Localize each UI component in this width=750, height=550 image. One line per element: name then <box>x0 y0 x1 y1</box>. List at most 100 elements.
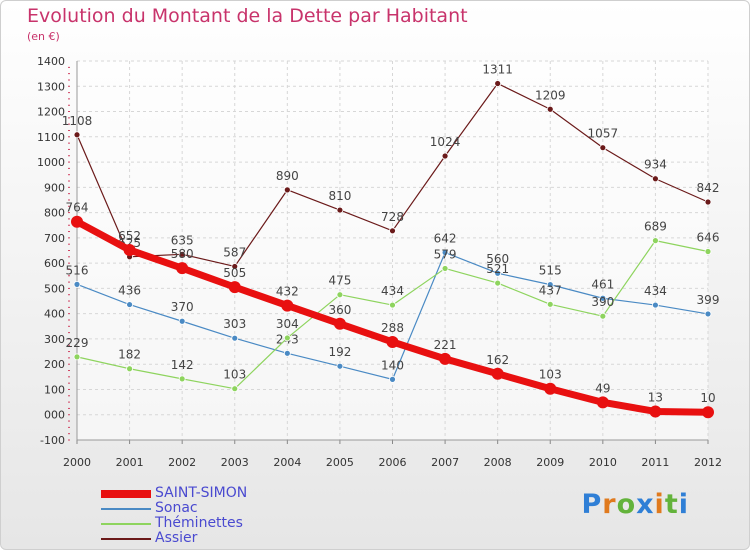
data-label: 934 <box>644 158 667 172</box>
data-point <box>123 243 136 256</box>
data-point <box>494 279 502 287</box>
data-point <box>231 385 239 393</box>
logo-letter: i <box>654 489 665 520</box>
data-point <box>73 353 81 361</box>
data-label: 475 <box>328 274 351 288</box>
data-point <box>599 312 607 320</box>
data-label: 642 <box>434 232 457 246</box>
data-point <box>546 300 554 308</box>
data-point <box>441 249 449 256</box>
data-label: 516 <box>66 263 89 277</box>
data-point <box>283 186 291 194</box>
legend-label: SAINT-SIMON <box>155 485 248 501</box>
data-label: 288 <box>381 321 404 335</box>
data-point <box>71 215 83 228</box>
x-tick-label: 2010 <box>589 456 617 469</box>
data-point <box>73 131 81 139</box>
logo-letter: P <box>581 489 603 520</box>
x-tick-label: 2008 <box>484 456 512 469</box>
y-tick-label: 600 <box>44 257 65 270</box>
data-label: 521 <box>486 262 509 276</box>
data-label: 1108 <box>62 114 93 128</box>
data-point <box>599 294 607 302</box>
y-tick-label: 400 <box>44 308 65 321</box>
logo-letter: x <box>636 489 655 520</box>
x-tick-label: 2000 <box>63 456 91 469</box>
legend-label: Théminettes <box>155 515 243 531</box>
chart-legend: SAINT-SIMON Sonac Théminettes Assier <box>101 486 247 546</box>
data-label: 1209 <box>535 88 566 102</box>
data-label: 587 <box>223 245 246 259</box>
data-point <box>283 334 291 342</box>
legend-swatch <box>101 522 151 525</box>
x-tick-label: 2005 <box>326 456 354 469</box>
data-point <box>336 362 344 370</box>
data-label: 370 <box>171 300 194 314</box>
logo-letter: i <box>678 489 689 520</box>
data-point <box>386 335 399 348</box>
data-label: 13 <box>648 390 663 404</box>
proxiti-logo: Proxiti <box>581 489 689 520</box>
data-point <box>178 317 186 325</box>
data-label: 437 <box>539 283 562 297</box>
data-point <box>544 382 557 395</box>
data-point <box>73 280 81 288</box>
x-tick-label: 2004 <box>273 456 301 469</box>
data-point <box>126 301 133 308</box>
data-point <box>336 206 344 214</box>
legend-label: Assier <box>155 530 198 546</box>
data-label: 182 <box>118 348 141 362</box>
x-tick-label: 2011 <box>641 456 669 469</box>
y-tick-label: 1200 <box>37 106 65 119</box>
data-point <box>494 269 502 277</box>
data-point <box>228 281 241 294</box>
data-label: 229 <box>66 336 89 350</box>
y-tick-label: 1000 <box>37 156 65 169</box>
data-point <box>704 248 712 255</box>
data-point <box>702 406 714 419</box>
data-point <box>178 375 186 383</box>
logo-letter: o <box>616 489 637 520</box>
y-tick-label: 500 <box>44 282 65 295</box>
y-tick-label: 800 <box>44 207 65 220</box>
data-label: 728 <box>381 210 404 224</box>
y-tick-label: 700 <box>44 232 65 245</box>
data-label: 764 <box>66 201 89 215</box>
data-label: 221 <box>434 338 457 352</box>
data-label: 162 <box>486 353 509 367</box>
data-point <box>599 144 607 152</box>
data-label: 432 <box>276 285 299 299</box>
data-label: 399 <box>697 293 720 307</box>
y-tick-label: 1100 <box>37 131 65 144</box>
y-tick-label: 200 <box>44 358 65 371</box>
data-label: 1024 <box>430 135 461 149</box>
data-label: 142 <box>171 358 194 372</box>
data-point <box>281 299 294 312</box>
data-point <box>652 301 659 309</box>
data-label: 434 <box>381 284 404 298</box>
legend-item: Assier <box>101 531 247 546</box>
y-tick-label: -100 <box>40 434 65 447</box>
data-point <box>178 250 186 258</box>
data-point <box>126 365 133 373</box>
legend-label: Sonac <box>155 500 198 516</box>
data-point <box>652 237 659 245</box>
data-label: 505 <box>223 266 246 280</box>
data-label: 304 <box>276 317 299 331</box>
legend-swatch <box>101 489 151 498</box>
data-label: 49 <box>595 381 610 395</box>
data-label: 579 <box>434 247 457 261</box>
logo-letter: t <box>664 489 679 520</box>
legend-swatch <box>101 507 151 510</box>
data-label: 390 <box>591 295 614 309</box>
y-tick-label: 1300 <box>37 80 65 93</box>
y-tick-label: 000 <box>44 409 65 422</box>
unit-label: (en €) <box>27 30 60 43</box>
data-point <box>389 301 396 309</box>
data-point <box>596 396 609 409</box>
x-tick-label: 2003 <box>221 456 249 469</box>
data-point <box>704 198 712 206</box>
data-label: 140 <box>381 358 404 372</box>
